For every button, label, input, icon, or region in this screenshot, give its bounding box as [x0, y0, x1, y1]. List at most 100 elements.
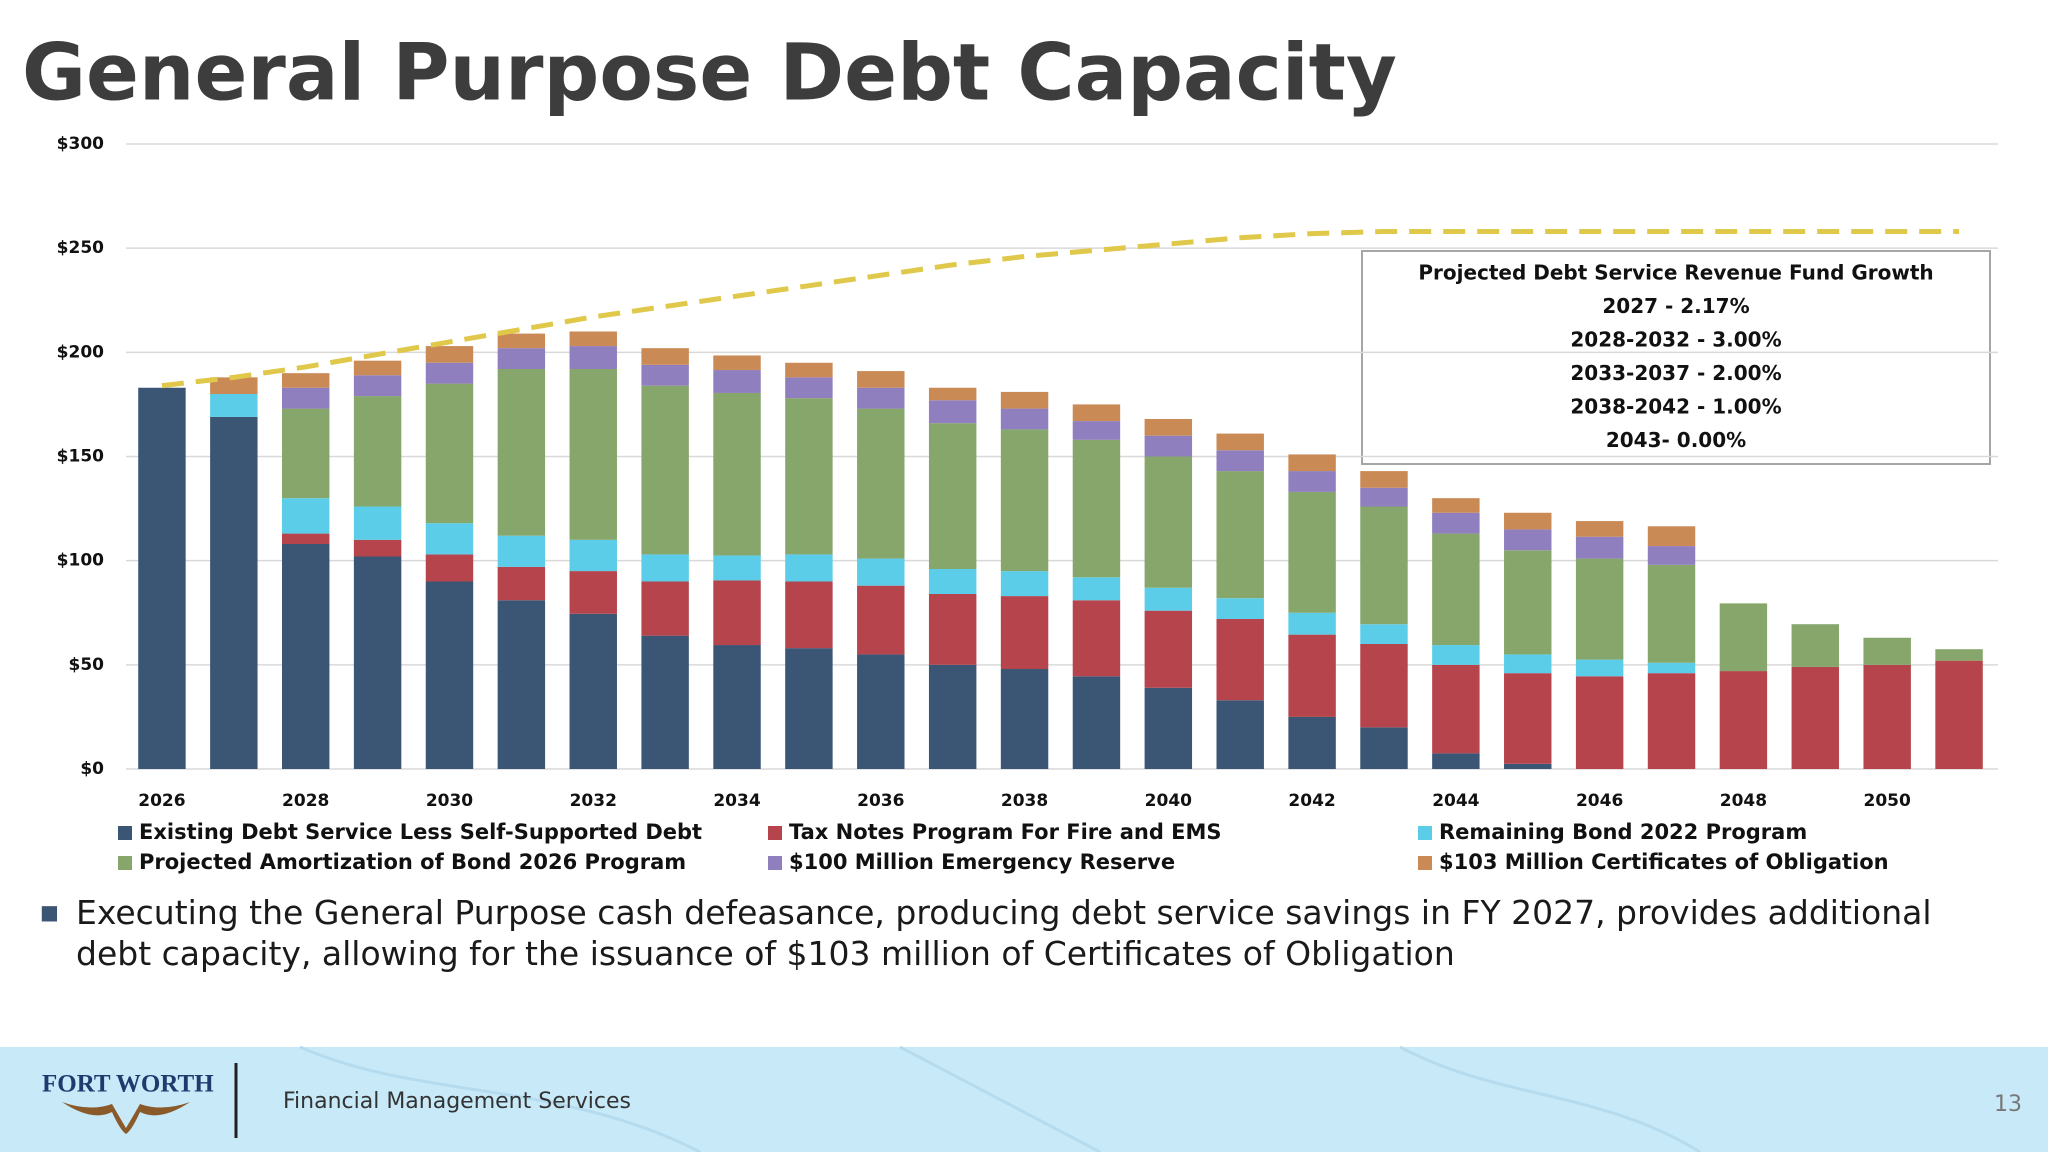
- annotation-line: 2043- 0.00%: [1606, 428, 1746, 452]
- bar-segment: [1072, 676, 1121, 769]
- bar-segment: [1504, 763, 1552, 769]
- x-tick-label: 2034: [713, 791, 760, 811]
- legend-label: Projected Amortization of Bond 2026 Prog…: [139, 850, 686, 874]
- bullet-point: ■ Executing the General Purpose cash defe…: [40, 892, 2000, 974]
- bar-segment: [1216, 598, 1264, 619]
- bar-segment: [1647, 564, 1696, 663]
- bar-segment: [353, 375, 402, 397]
- x-tick-label: 2044: [1432, 791, 1479, 811]
- bar-segment: [1288, 716, 1336, 769]
- bar-segment: [497, 535, 546, 567]
- bar-segment: [713, 355, 761, 371]
- bar-segment: [713, 555, 761, 581]
- bar-segment: [497, 566, 546, 601]
- y-tick-label: $150: [57, 447, 104, 467]
- bar-segment: [425, 362, 474, 384]
- bar-segment: [1360, 644, 1408, 728]
- y-tick-label: $250: [57, 238, 104, 258]
- bar-segment: [928, 594, 977, 665]
- capacity-line: [161, 229, 1960, 389]
- bar-segment: [785, 554, 833, 582]
- bar-segment: [353, 506, 402, 540]
- x-tick-label: 2038: [1001, 791, 1048, 811]
- bar-segment: [1504, 529, 1552, 551]
- bar-segment: [1144, 456, 1193, 588]
- bar-segment: [1288, 612, 1336, 635]
- bar-segment: [1000, 408, 1049, 430]
- bar-segment: [210, 394, 258, 417]
- bullet-marker: ■: [40, 900, 59, 924]
- x-tick-label: 2040: [1145, 791, 1192, 811]
- bar-segment: [138, 387, 186, 769]
- bar-segment: [1791, 666, 1840, 769]
- bar-segment: [1216, 619, 1264, 701]
- bar-segment: [1647, 546, 1696, 565]
- bar-segment: [641, 635, 689, 769]
- annotation-line: 2028-2032 - 3.00%: [1570, 328, 1781, 352]
- bar-segment: [857, 408, 905, 559]
- bar-segment: [1504, 550, 1552, 655]
- bar-segment: [1575, 536, 1624, 559]
- bar-segment: [928, 664, 977, 769]
- y-tick-label: $300: [57, 134, 104, 154]
- legend-label: Tax Notes Program For Fire and EMS: [789, 820, 1222, 844]
- bar-segment: [1288, 471, 1336, 492]
- y-tick-label: $100: [57, 551, 104, 571]
- bar-segment: [1863, 664, 1911, 769]
- bar-segment: [1432, 753, 1480, 769]
- bar-segment: [569, 331, 617, 347]
- bar-segment: [1144, 587, 1193, 611]
- bar-segment: [210, 416, 258, 769]
- bar-segment: [1144, 610, 1193, 688]
- bar-segment: [497, 333, 546, 349]
- legend-label: Existing Debt Service Less Self-Supporte…: [139, 820, 702, 844]
- bar-segment: [281, 533, 330, 544]
- bar-segment: [1935, 660, 1983, 769]
- bar-segment: [1575, 521, 1624, 537]
- legend-label: $100 Million Emergency Reserve: [789, 850, 1175, 874]
- bar-segment: [425, 554, 474, 582]
- bar-segment: [281, 498, 330, 534]
- bar-segment: [569, 613, 617, 769]
- bar-segment: [1719, 671, 1768, 769]
- bar-segment: [1288, 491, 1336, 613]
- y-tick-label: $50: [69, 655, 105, 675]
- bar-segment: [1504, 512, 1552, 530]
- bar-segment: [1935, 649, 1983, 661]
- x-tick-label: 2050: [1864, 791, 1911, 811]
- bar-segment: [281, 408, 330, 499]
- bar-segment: [1072, 577, 1121, 601]
- bar-segment: [1000, 669, 1049, 769]
- bar-segment: [785, 377, 833, 399]
- bar-segment: [785, 648, 833, 769]
- bullet-text: Executing the General Purpose cash defea…: [76, 893, 1932, 973]
- bar-segment: [857, 371, 905, 388]
- x-tick-label: 2046: [1576, 791, 1623, 811]
- bar-segment: [1360, 471, 1408, 488]
- bar-segment: [713, 392, 761, 556]
- bar-segment: [1216, 433, 1264, 451]
- y-tick-label: $200: [57, 342, 104, 362]
- bar-segment: [857, 585, 905, 655]
- legend-swatch: [118, 826, 132, 840]
- logo-longhorn: [62, 1102, 190, 1134]
- footer-band: [0, 1047, 2048, 1152]
- bar-segment: [641, 581, 689, 636]
- bar-segment: [281, 387, 330, 409]
- bar-segment: [1144, 435, 1193, 457]
- annotation-box: [1361, 250, 1991, 465]
- bar-segment: [1216, 450, 1264, 472]
- bar-segment: [569, 571, 617, 614]
- bar-segment: [281, 544, 330, 769]
- bar-segment: [785, 398, 833, 555]
- bar-segment: [425, 523, 474, 555]
- bar-segment: [857, 654, 905, 769]
- bar-segment: [641, 385, 689, 555]
- bar-segment: [1360, 727, 1408, 769]
- bar-segment: [641, 554, 689, 582]
- bar-segment: [928, 387, 977, 401]
- x-tick-label: 2026: [138, 791, 185, 811]
- bar-segment: [353, 360, 402, 376]
- bar-segment: [353, 396, 402, 507]
- bar-segment: [1360, 624, 1408, 644]
